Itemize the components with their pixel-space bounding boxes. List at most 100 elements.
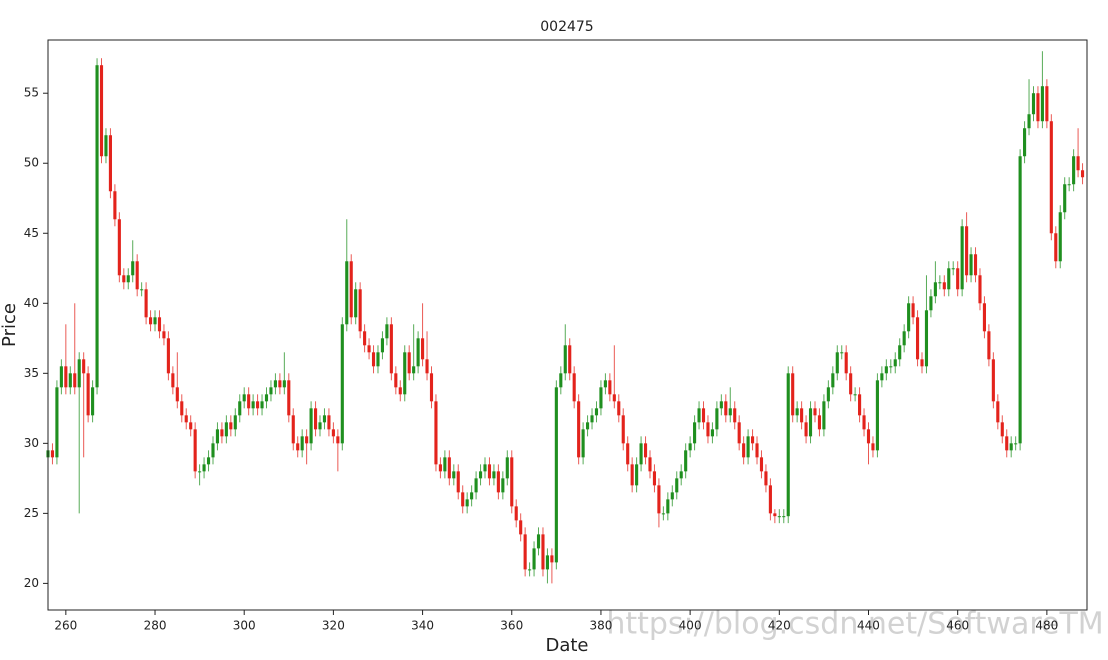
candle-body — [586, 422, 590, 430]
y-tick-label: 20 — [24, 576, 39, 590]
candle-body — [737, 422, 741, 444]
candle-body — [1005, 436, 1009, 451]
candle-body — [144, 289, 148, 318]
candle-body — [202, 464, 206, 472]
candle-body — [684, 450, 688, 472]
candle-body — [206, 457, 211, 465]
x-tick-label: 280 — [144, 619, 167, 633]
candle-body — [1067, 184, 1071, 186]
candle-body — [278, 380, 282, 388]
candle-body — [1031, 93, 1036, 115]
candle-body — [474, 478, 478, 493]
candle-body — [951, 268, 955, 270]
candle-body — [108, 135, 112, 192]
candle-body — [211, 443, 215, 458]
candle-body — [407, 352, 411, 374]
candle-body — [349, 261, 353, 318]
candle-body — [331, 429, 335, 437]
candle-body — [220, 429, 224, 437]
candle-body — [318, 422, 322, 430]
y-tick-label: 40 — [24, 296, 39, 310]
candle-body — [666, 499, 670, 514]
candle-body — [550, 555, 554, 563]
candle-body — [247, 394, 251, 409]
candle-body — [866, 429, 871, 444]
candle-body — [768, 485, 772, 514]
candle-body — [750, 436, 755, 444]
candle-body — [858, 394, 862, 416]
plot-area — [46, 51, 1085, 584]
y-axis-label: Price — [0, 303, 20, 347]
candle-body — [523, 534, 527, 570]
candle-body — [140, 289, 144, 291]
candle-body — [91, 387, 95, 416]
candle-body — [701, 408, 706, 423]
candle-body — [733, 408, 737, 423]
candle-body — [795, 408, 799, 416]
candle-body — [697, 408, 701, 423]
candle-body — [973, 254, 978, 276]
candle-body — [804, 422, 808, 437]
candle-body — [273, 380, 277, 388]
candle-body — [153, 317, 157, 325]
candle-body — [291, 415, 295, 444]
y-tick-label: 55 — [24, 86, 39, 100]
candle-body — [171, 373, 175, 388]
candle-body — [358, 289, 362, 332]
candle-body — [189, 422, 193, 430]
candle-body — [95, 65, 99, 388]
candle-body — [884, 366, 888, 374]
candle-body — [126, 275, 130, 283]
candle-body — [456, 471, 460, 493]
candle-body — [746, 436, 750, 458]
candle-body — [354, 289, 358, 318]
candle-body — [822, 401, 826, 430]
candle-body — [264, 394, 269, 402]
candle-body — [282, 380, 286, 388]
watermark: https://blog.csdn.net/SoftwareTM — [606, 607, 1103, 642]
candle-body — [554, 387, 558, 563]
candle-body — [978, 275, 982, 304]
candle-body — [322, 415, 327, 423]
candle-body — [648, 457, 652, 472]
candle-body — [911, 303, 915, 318]
candle-body — [229, 422, 233, 430]
candle-body — [817, 415, 822, 430]
candle-body — [242, 394, 246, 402]
candle-body — [528, 569, 532, 571]
candle-body — [162, 331, 166, 339]
candle-body — [1045, 86, 1049, 122]
candle-body — [1009, 443, 1013, 451]
candle-body — [617, 401, 621, 416]
candle-body — [492, 471, 496, 479]
candle-body — [510, 457, 514, 507]
candle-body — [157, 317, 162, 332]
candle-body — [536, 534, 541, 549]
candle-body — [465, 499, 469, 507]
x-tick-label: 420 — [768, 619, 791, 633]
candle-body — [612, 394, 616, 402]
candle-body — [782, 516, 786, 518]
candle-body — [594, 408, 599, 416]
candle-body — [131, 261, 135, 276]
candle-body — [657, 485, 661, 514]
candle-body — [907, 303, 911, 332]
candle-body — [233, 415, 237, 430]
candle-body — [215, 429, 220, 444]
candle-body — [300, 436, 304, 451]
candle-body — [483, 464, 487, 472]
candle-body — [563, 345, 567, 374]
candle-body — [831, 373, 835, 388]
candle-body — [987, 331, 991, 360]
candle-body — [715, 408, 719, 430]
x-tick-label: 360 — [500, 619, 523, 633]
candle-body — [581, 429, 585, 458]
candle-body — [416, 338, 420, 367]
candle-body — [621, 415, 625, 444]
candle-body — [724, 401, 728, 416]
y-tick-label: 35 — [24, 366, 39, 380]
candle-body — [603, 380, 607, 388]
candle-body — [434, 401, 438, 465]
